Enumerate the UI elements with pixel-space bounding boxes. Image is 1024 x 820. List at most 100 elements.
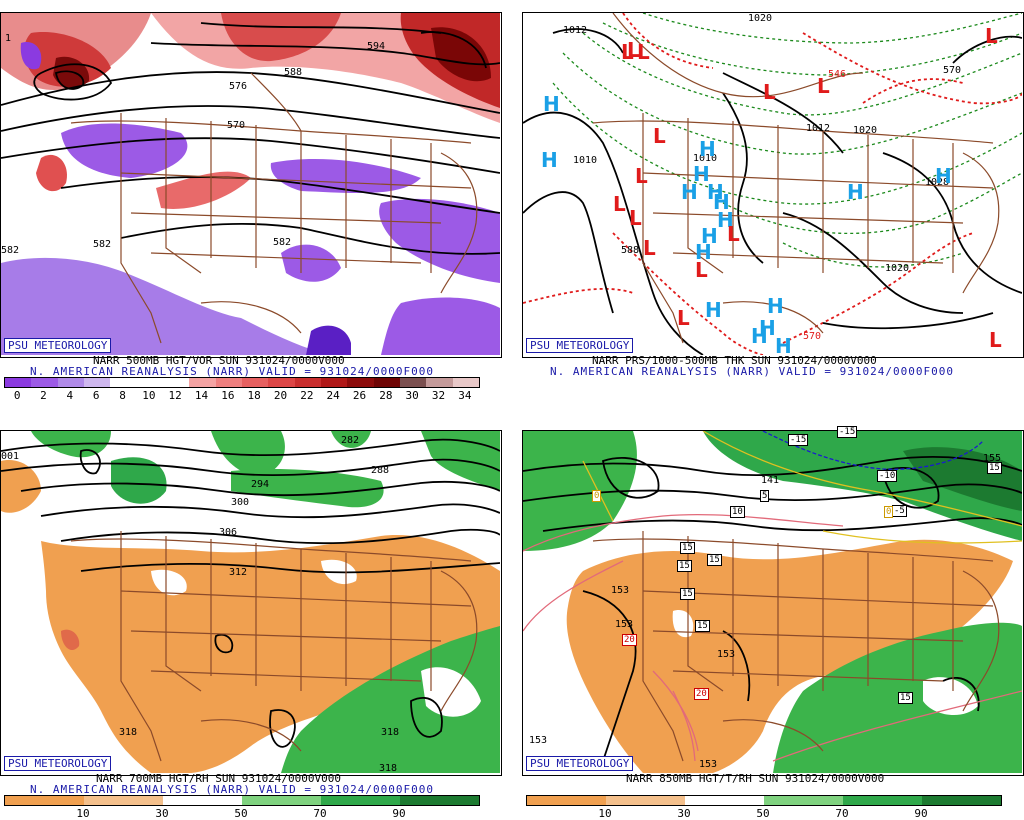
- colorbar-tick-label: 14: [194, 389, 209, 402]
- colorbar-swatch: [321, 796, 400, 805]
- contour-label: 155: [983, 453, 1001, 464]
- temperature-label: 15: [987, 462, 1002, 474]
- colorbar-swatch: [320, 378, 348, 387]
- colorbar-ticks: 10 30 50 70 90: [526, 807, 1000, 820]
- temperature-label: 20: [694, 688, 709, 700]
- colorbar-tick-label: 4: [66, 389, 74, 402]
- colorbar-swatch: [5, 378, 32, 387]
- colorbar-tick-label: 22: [300, 389, 314, 402]
- colorbar-ticks: 10 30 50 70 90: [4, 807, 478, 820]
- low-pressure-marker: L: [621, 40, 634, 64]
- colorbar-tick-label: 70: [313, 807, 327, 820]
- contour-label: 282: [341, 435, 359, 446]
- contour-label: 318: [381, 727, 399, 738]
- psu-meteorology-badge: PSU METEOROLOGY: [526, 338, 634, 353]
- colorbar-tick-label: 32: [431, 389, 446, 402]
- contour-label: 582: [1, 245, 19, 256]
- colorbar-swatch: [136, 378, 163, 387]
- high-pressure-marker: H: [847, 180, 864, 204]
- caption-line1: NARR PRS/1000-500MB THK SUN 931024/0000V…: [592, 354, 877, 367]
- panel-500mb-vorticity: 594 588 576 570 582 582 582 1 PSU METEOR…: [0, 0, 512, 410]
- colorbar-swatch: [606, 796, 685, 805]
- colorbar-swatch: [294, 378, 321, 387]
- high-pressure-marker: H: [751, 324, 768, 348]
- contour-label: 1012: [806, 123, 830, 134]
- colorbar-swatch: [84, 796, 163, 805]
- high-pressure-marker: H: [693, 162, 710, 186]
- colorbar-tick-label: 90: [392, 807, 406, 820]
- colorbar-swatch: [347, 378, 374, 387]
- colorbar-tick-label: 10: [76, 807, 90, 820]
- low-pressure-marker: L: [677, 306, 690, 330]
- contour-label: 306: [219, 527, 237, 538]
- colorbar-tick-label: 10: [142, 389, 156, 402]
- high-pressure-marker: H: [681, 180, 698, 204]
- colorbar-swatch: [426, 378, 453, 387]
- contour-label: 294: [251, 479, 269, 490]
- colorbar-swatch: [268, 378, 295, 387]
- low-pressure-marker: L: [763, 80, 776, 104]
- contour-label: 153: [615, 619, 633, 630]
- colorbar-tick-label: 30: [405, 389, 419, 402]
- psu-meteorology-badge: PSU METEOROLOGY: [526, 756, 634, 771]
- colorbar-tick-label: 12: [168, 389, 182, 402]
- colorbar-swatch: [162, 378, 190, 387]
- colorbar-tick-label: 50: [234, 807, 248, 820]
- panel-850mb-temp-rh: 153 153 153 153 153 155 141 -15 -15 -10 …: [512, 410, 1024, 820]
- contour-label: 318: [379, 763, 397, 773]
- temperature-label: -10: [877, 470, 898, 482]
- contour-label: 1020: [885, 263, 909, 274]
- colorbar-rh: [526, 795, 1002, 806]
- colorbar-swatch: [241, 378, 269, 387]
- colorbar-ticks: 0 2 4 6 8 10 12 14 16 18 20 22 24 26 28 30 32 34: [4, 389, 478, 402]
- colorbar-swatch: [242, 796, 321, 805]
- contour-label: 153: [699, 759, 717, 770]
- colorbar-swatch: [400, 796, 479, 805]
- colorbar-tick-label: 70: [835, 807, 849, 820]
- caption-line1: NARR 850MB HGT/T/RH SUN 931024/0000V000: [626, 772, 885, 785]
- contour-label: 153: [529, 735, 547, 746]
- colorbar-tick-label: 18: [247, 389, 261, 402]
- temperature-label: 20: [622, 634, 637, 646]
- high-pressure-marker: H: [767, 294, 784, 318]
- temperature-label: 5: [760, 490, 770, 502]
- colorbar-swatch: [31, 378, 58, 387]
- temperature-label: 15: [898, 692, 913, 704]
- low-pressure-marker: L: [643, 236, 656, 260]
- colorbar-tick-label: 30: [155, 807, 169, 820]
- panel-mslp-thickness: 1020 1012 1010 1010 1012 1020 1020 1028 …: [512, 0, 1024, 410]
- temperature-label: 0: [884, 506, 894, 518]
- high-pressure-marker: H: [707, 180, 724, 204]
- colorbar-swatch: [452, 378, 479, 387]
- contour-label: 153: [717, 649, 735, 660]
- colorbar-swatch: [399, 378, 427, 387]
- high-pressure-marker: H: [717, 208, 734, 232]
- temperature-label: 15: [680, 542, 695, 554]
- colorbar-swatch: [83, 378, 111, 387]
- high-pressure-marker: H: [541, 148, 558, 172]
- colorbar-swatch: [57, 378, 84, 387]
- contour-label: 1010: [693, 153, 717, 164]
- low-pressure-marker: L: [629, 206, 642, 230]
- colorbar-swatch: [685, 796, 764, 805]
- low-pressure-marker: L: [985, 24, 998, 48]
- high-pressure-marker: H: [699, 137, 716, 161]
- contour-label: 153: [611, 585, 629, 596]
- colorbar-swatch: [189, 378, 216, 387]
- colorbar-swatch: [163, 796, 242, 805]
- temperature-label: -15: [788, 434, 809, 446]
- contour-label: 588: [621, 245, 639, 256]
- contour-label: 001: [1, 451, 19, 462]
- colorbar-tick-label: 50: [756, 807, 770, 820]
- contour-label: 1012: [563, 25, 587, 36]
- colorbar-tick-label: 6: [92, 389, 100, 402]
- colorbar-tick-label: 30: [677, 807, 691, 820]
- high-pressure-marker: H: [695, 240, 712, 264]
- high-pressure-marker: H: [705, 298, 722, 322]
- low-pressure-marker: L: [727, 222, 740, 246]
- contour-label: 1: [5, 33, 11, 44]
- temperature-label: -15: [837, 426, 858, 438]
- colorbar-swatch: [5, 796, 84, 805]
- temperature-label: 15: [695, 620, 710, 632]
- caption-line2: N. AMERICAN REANALYSIS (NARR) VALID = 93…: [30, 365, 434, 378]
